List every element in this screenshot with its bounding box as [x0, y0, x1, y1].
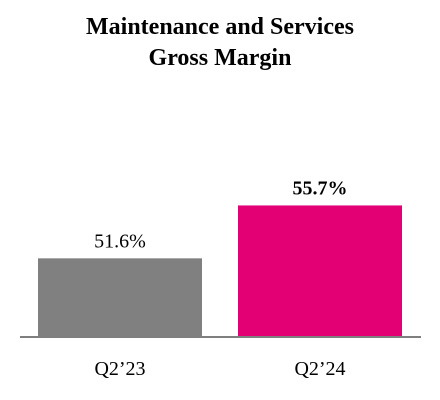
x-tick-label-1: Q2’23: [94, 358, 145, 380]
chart-title-line-2: Gross Margin: [148, 45, 292, 71]
bar-2: [238, 205, 402, 337]
x-tick-label-2: Q2’24: [294, 358, 345, 380]
chart-title: Maintenance and Services Gross Margin: [0, 12, 440, 74]
chart-title-line-1: Maintenance and Services: [86, 14, 354, 40]
bar-1: [38, 258, 202, 337]
data-label-2: 55.7%: [293, 177, 348, 199]
data-label-1: 51.6%: [94, 230, 146, 252]
